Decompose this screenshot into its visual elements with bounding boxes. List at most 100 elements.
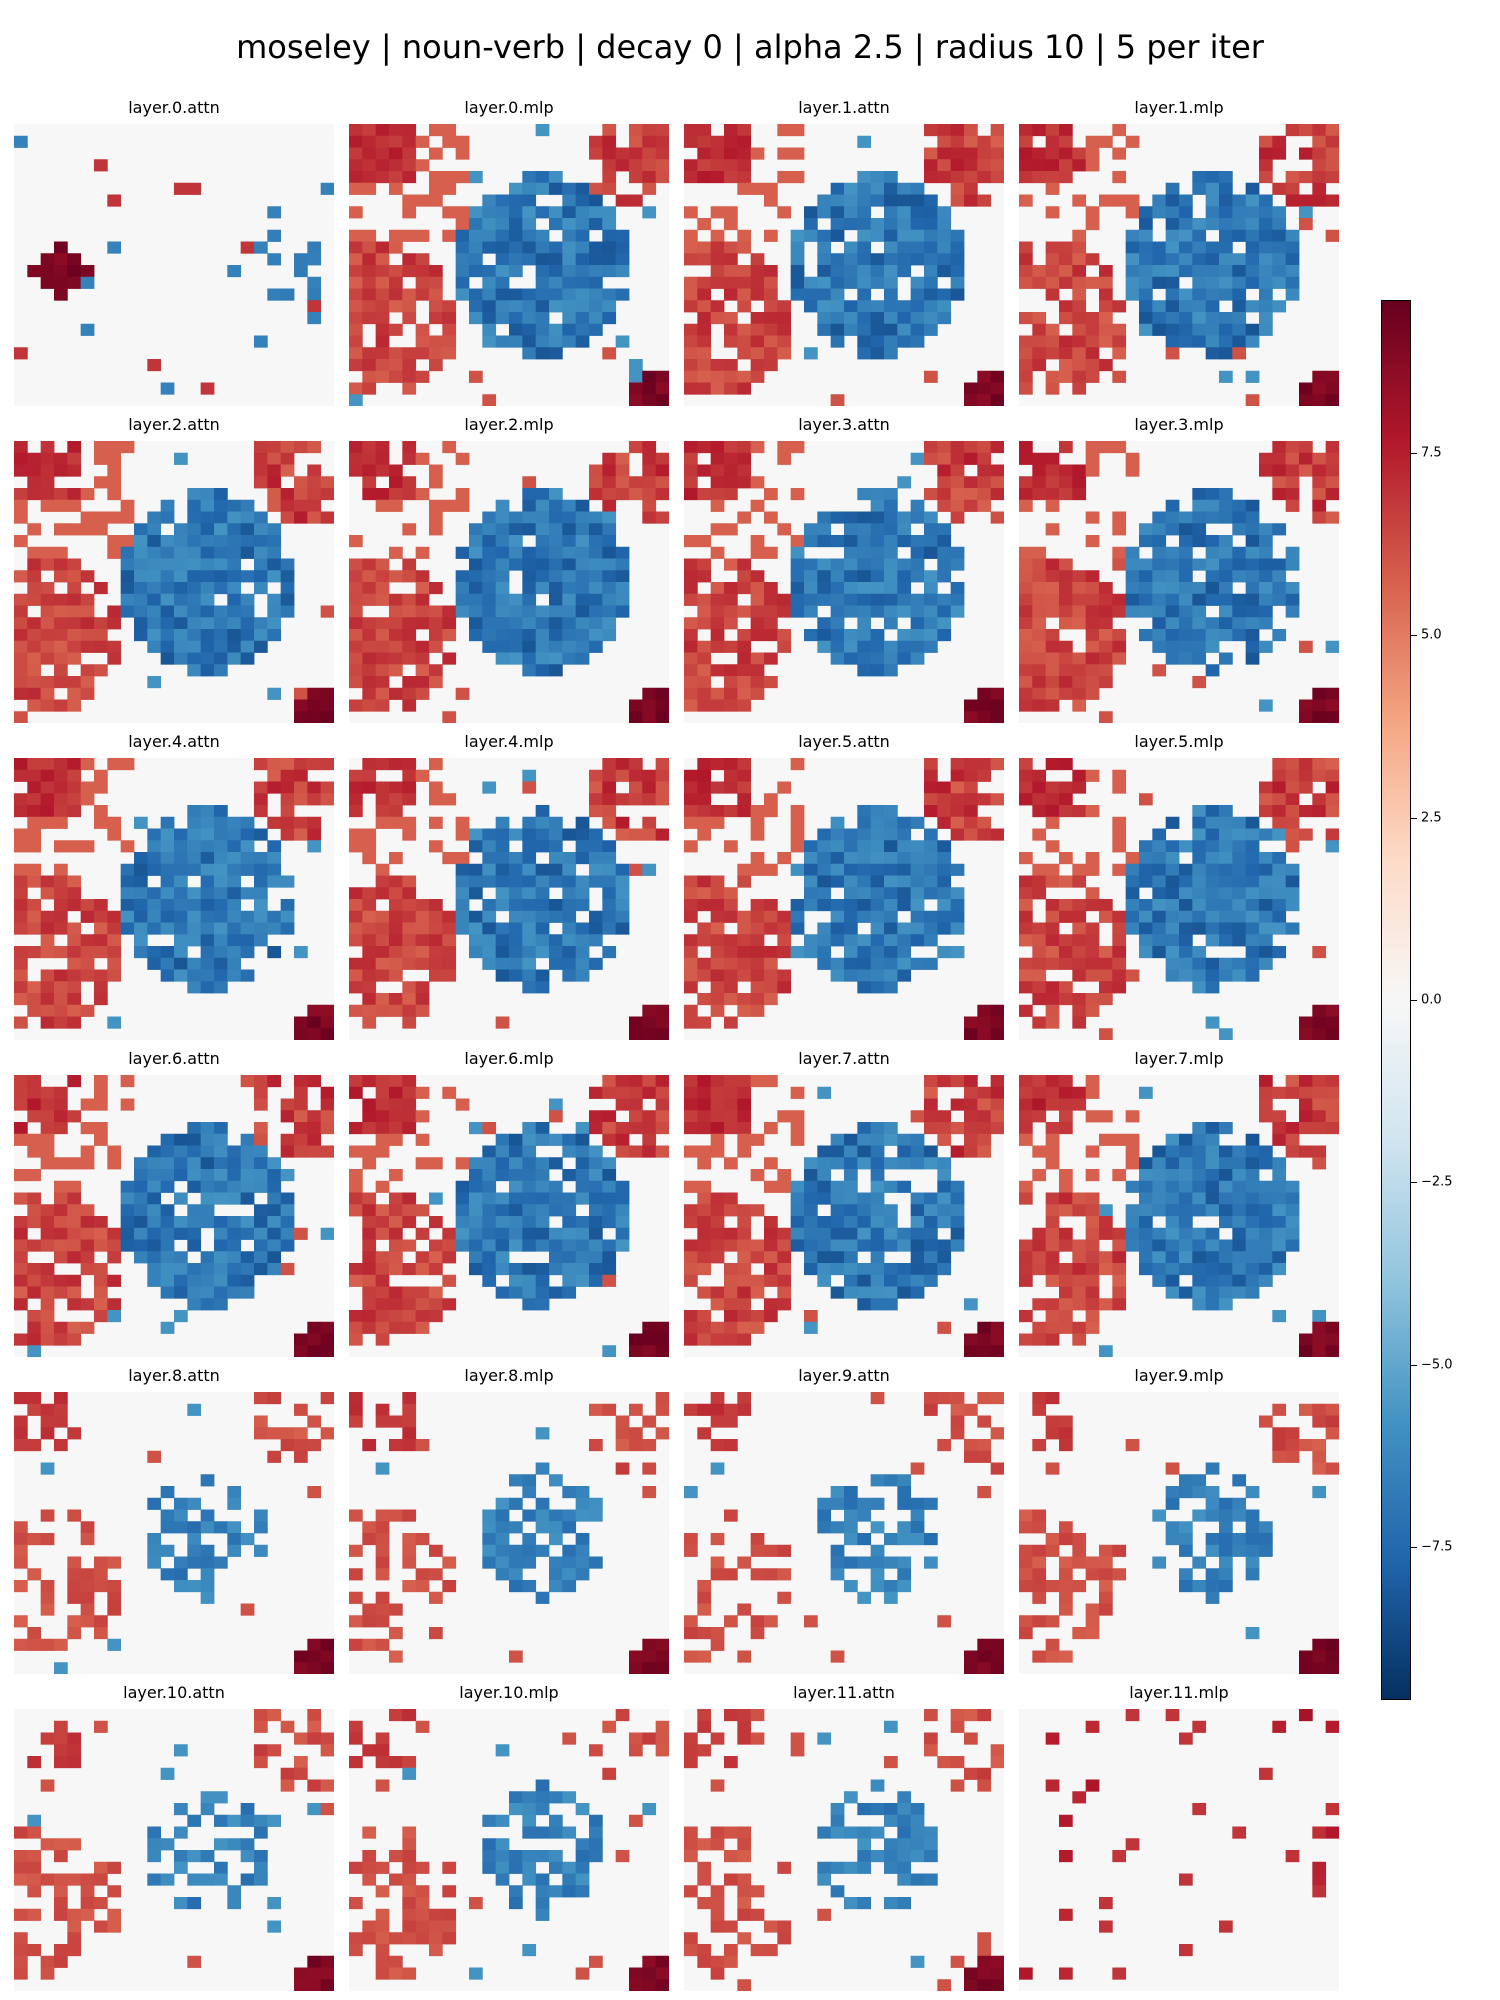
heatmap-cell xyxy=(1232,1274,1247,1287)
heatmap-cell xyxy=(1219,182,1233,195)
heatmap-cell xyxy=(254,640,268,653)
heatmap-cell xyxy=(509,1580,523,1593)
heatmap-cell xyxy=(509,969,523,982)
heatmap-cell xyxy=(1059,241,1073,254)
heatmap-cell xyxy=(562,300,577,313)
heatmap-cell xyxy=(710,1192,725,1205)
heatmap-cell xyxy=(910,1204,925,1217)
heatmap-cell xyxy=(362,617,377,630)
heatmap-cell xyxy=(1019,922,1033,935)
heatmap-svg xyxy=(349,758,669,1040)
heatmap-cell xyxy=(509,1556,523,1569)
heatmap-cell xyxy=(724,769,738,782)
heatmap-cell xyxy=(94,1239,108,1252)
heatmap-cell xyxy=(964,1145,978,1158)
heatmap-cell xyxy=(655,511,669,524)
heatmap-cell xyxy=(562,922,577,935)
heatmap-cell xyxy=(227,922,242,935)
heatmap-cell xyxy=(349,124,363,137)
heatmap-cell xyxy=(910,218,925,231)
heatmap-cell xyxy=(697,300,712,313)
heatmap-cell xyxy=(160,499,175,512)
heatmap-cell xyxy=(602,875,617,888)
heatmap-cell xyxy=(375,617,390,630)
heatmap-cell xyxy=(884,640,898,653)
heatmap-cell xyxy=(910,570,925,583)
heatmap-cell xyxy=(1245,1192,1260,1205)
heatmap-cell xyxy=(80,781,95,794)
heatmap-panel xyxy=(14,758,334,1040)
heatmap-cell xyxy=(1165,887,1180,900)
heatmap-cell xyxy=(227,1157,242,1170)
heatmap-cell xyxy=(1179,652,1193,665)
heatmap-cell xyxy=(1285,793,1300,806)
heatmap-cell xyxy=(469,570,483,583)
heatmap-cell xyxy=(495,229,510,242)
heatmap-cell xyxy=(294,946,308,959)
heatmap-cell xyxy=(389,946,403,959)
heatmap-cell xyxy=(187,852,202,865)
heatmap-cell xyxy=(937,946,952,959)
heatmap-cell xyxy=(684,323,698,336)
heatmap-cell xyxy=(1165,1251,1180,1264)
heatmap-cell xyxy=(737,124,752,137)
heatmap-panel xyxy=(684,1075,1004,1357)
heatmap-cell xyxy=(1232,312,1247,325)
heatmap-cell xyxy=(750,359,765,372)
heatmap-cell xyxy=(1085,370,1100,383)
heatmap-cell xyxy=(27,793,42,806)
heatmap-cell xyxy=(910,922,925,935)
heatmap-cell xyxy=(174,1251,188,1264)
heatmap-cell xyxy=(147,511,162,524)
heatmap-cell xyxy=(1272,1239,1287,1252)
heatmap-cell xyxy=(14,887,28,900)
heatmap-cell xyxy=(1312,1321,1327,1334)
heatmap-cell xyxy=(1259,546,1273,559)
heatmap-cell xyxy=(1272,1216,1287,1229)
heatmap-cell xyxy=(362,828,377,841)
heatmap-cell xyxy=(642,1004,657,1017)
heatmap-cell xyxy=(655,1650,669,1663)
heatmap-cell xyxy=(402,699,417,712)
heatmap-cell xyxy=(1165,1204,1180,1217)
heatmap-cell xyxy=(54,1216,68,1229)
heatmap-cell xyxy=(1272,1310,1287,1323)
heatmap-cell xyxy=(977,147,992,160)
heatmap-cell xyxy=(950,582,965,595)
heatmap-cell xyxy=(844,828,858,841)
heatmap-cell xyxy=(469,171,483,184)
heatmap-cell xyxy=(950,452,965,465)
heatmap-cell xyxy=(522,816,537,829)
heatmap-cell xyxy=(1245,1157,1260,1170)
heatmap-cell xyxy=(1085,147,1100,160)
heatmap-cell xyxy=(307,687,322,700)
heatmap-cell xyxy=(777,969,792,982)
heatmap-cell xyxy=(804,300,818,313)
heatmap-cell xyxy=(924,276,938,289)
heatmap-cell xyxy=(429,300,443,313)
heatmap-cell xyxy=(375,875,390,888)
heatmap-cell xyxy=(937,605,952,618)
heatmap-cell xyxy=(362,899,377,912)
heatmap-cell xyxy=(964,1333,978,1346)
heatmap-cell xyxy=(777,1286,792,1299)
heatmap-cell xyxy=(1219,1169,1233,1182)
heatmap-cell xyxy=(844,1263,858,1276)
heatmap-cell xyxy=(615,605,630,618)
heatmap-cell xyxy=(1272,1180,1287,1193)
heatmap-cell xyxy=(535,640,550,653)
heatmap-cell xyxy=(1285,476,1300,489)
heatmap-cell xyxy=(1285,922,1300,935)
heatmap-cell xyxy=(200,1521,215,1534)
heatmap-cell xyxy=(1032,488,1047,501)
heatmap-cell xyxy=(469,218,483,231)
heatmap-cell xyxy=(267,593,282,606)
heatmap-cell xyxy=(482,840,497,853)
heatmap-cell xyxy=(535,1227,550,1240)
heatmap-cell xyxy=(897,946,912,959)
heatmap-cell xyxy=(937,171,952,184)
heatmap-cell xyxy=(1112,605,1127,618)
heatmap-cell xyxy=(589,488,603,501)
heatmap-cell xyxy=(1312,1310,1327,1323)
heatmap-cell xyxy=(54,1662,68,1674)
